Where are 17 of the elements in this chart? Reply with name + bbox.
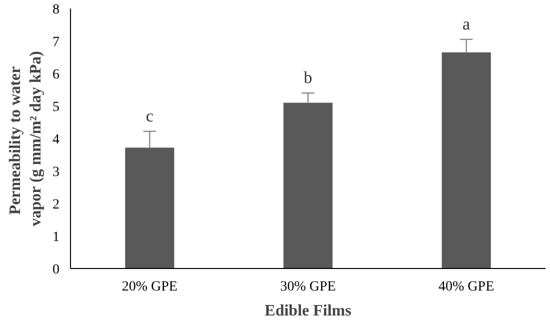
x-tick-label: 40% GPE [438, 280, 494, 294]
y-tick-label: 7 [52, 35, 60, 50]
y-tick-label: 4 [52, 132, 60, 148]
y-tick-label: 6 [52, 68, 60, 82]
annotation: c [146, 106, 154, 126]
annotation: b [304, 68, 312, 87]
y-tick-label: 0 [52, 262, 60, 278]
y-tick-label: 2 [52, 198, 60, 212]
x-tick-label: 30% GPE [280, 280, 336, 294]
annotation: a [462, 14, 471, 34]
x-axis-title: Edible Films [264, 302, 352, 320]
y-tick-label: 1 [52, 230, 60, 245]
y-tick-label: 8 [52, 2, 60, 18]
x-tick-label: 20% GPE [122, 280, 178, 294]
y-tick-label: 5 [52, 100, 60, 115]
y-axis-title: Permeability to water vapor (g mm/m² day kPa) [7, 51, 44, 226]
y-tick-label: 3 [52, 165, 60, 180]
